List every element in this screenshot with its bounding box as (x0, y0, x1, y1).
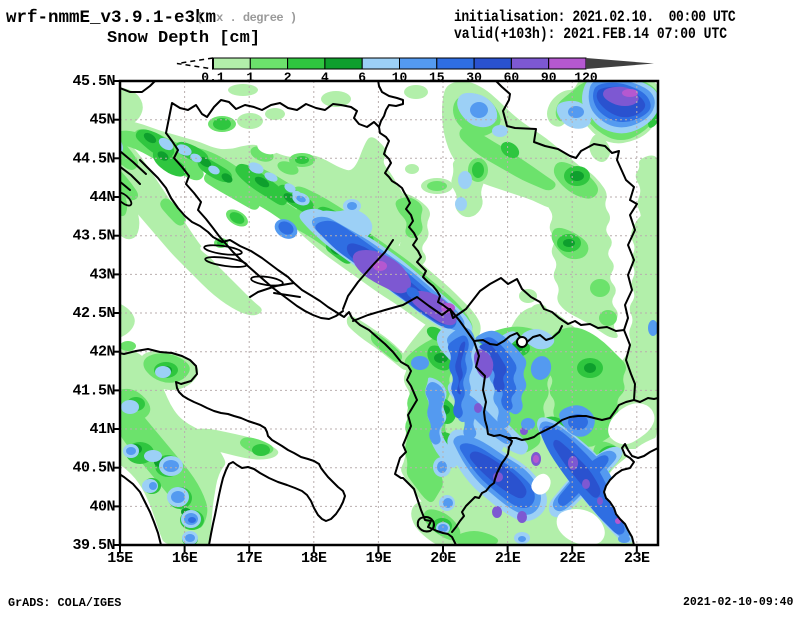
svg-text:41N: 41N (89, 421, 115, 438)
svg-text:18E: 18E (301, 550, 327, 567)
svg-text:45.5N: 45.5N (72, 73, 115, 90)
svg-text:42.5N: 42.5N (72, 305, 115, 322)
svg-text:43.5N: 43.5N (72, 228, 115, 245)
svg-text:6: 6 (358, 70, 366, 85)
svg-text:15E: 15E (107, 550, 133, 567)
svg-text:120: 120 (574, 70, 598, 85)
svg-text:20E: 20E (430, 550, 456, 567)
svg-text:16E: 16E (172, 550, 198, 567)
svg-text:40.5N: 40.5N (72, 460, 115, 477)
svg-text:42N: 42N (89, 344, 115, 361)
svg-text:19E: 19E (366, 550, 392, 567)
svg-text:1: 1 (246, 70, 254, 85)
svg-text:39.5N: 39.5N (72, 537, 115, 554)
svg-text:21E: 21E (495, 550, 521, 567)
svg-text:44N: 44N (89, 189, 115, 206)
svg-text:60: 60 (504, 70, 520, 85)
svg-text:23E: 23E (624, 550, 650, 567)
svg-text:44.5N: 44.5N (72, 150, 115, 167)
svg-text:0.1: 0.1 (201, 70, 225, 85)
svg-text:2: 2 (284, 70, 292, 85)
svg-text:45N: 45N (89, 112, 115, 129)
svg-text:4: 4 (321, 70, 329, 85)
svg-text:10: 10 (392, 70, 408, 85)
svg-text:30: 30 (466, 70, 482, 85)
svg-text:22E: 22E (559, 550, 585, 567)
svg-text:43N: 43N (89, 266, 115, 283)
svg-text:41.5N: 41.5N (72, 382, 115, 399)
svg-text:40N: 40N (89, 498, 115, 515)
svg-text:15: 15 (429, 70, 445, 85)
svg-text:17E: 17E (236, 550, 262, 567)
svg-text:90: 90 (541, 70, 557, 85)
